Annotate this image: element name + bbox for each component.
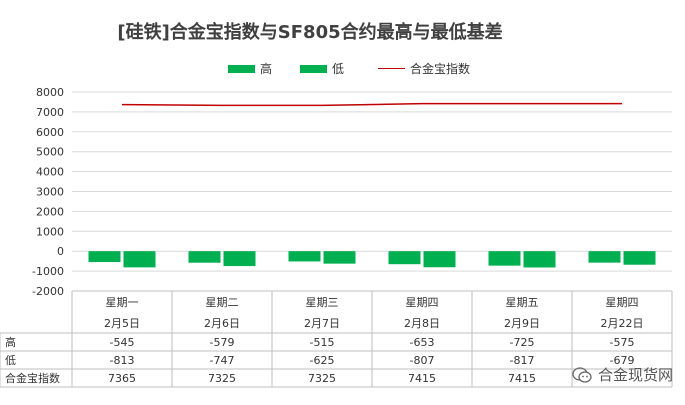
y-tick-label: 8000 [36,86,64,99]
data-table: 星期一 2月5日 星期二 2月6日 星期三 2月7日 星期四 2月8日 星期五 2月9日 星期四 2月… [0,290,673,388]
bar-high [388,251,421,265]
category-date: 2月8日 [404,317,440,330]
index-line-layer [121,102,622,107]
legend-item-index: 合金宝指数 [378,60,470,77]
table-cell-value: -575 [610,336,635,349]
table-cell-value: 7325 [308,372,336,385]
table-cell-value: 7365 [108,372,136,385]
category-weekday: 星期二 [206,296,239,309]
legend-label-low: 低 [332,62,345,76]
y-axis-ticks: 8000 7000 6000 5000 4000 3000 2000 1000 0 -1000 -2… [32,86,64,298]
category-weekday: 星期五 [506,296,539,309]
bar-high [288,251,321,262]
table-cell-value: -817 [510,354,535,367]
table-cell-value: -813 [110,354,135,367]
table-cell-value: -747 [210,354,235,367]
bar-high [488,251,521,266]
bar-low [123,251,156,268]
y-tick-label: 4000 [36,166,64,179]
table-cell-value: -579 [210,336,235,349]
table-cell-value: -545 [110,336,135,349]
table-cell-value: -625 [310,354,335,367]
y-tick-label: -1000 [32,265,64,278]
category-weekday: 星期三 [306,296,339,309]
bar-low [323,251,356,264]
watermark: 合金现货网 [572,364,673,385]
bar-low [423,251,456,268]
bar-low [523,251,556,268]
y-tick-label: 3000 [36,186,64,199]
y-tick-label: -2000 [32,285,64,298]
legend-item-low: 低 [300,60,344,77]
table-row-label: 合金宝指数 [5,371,60,385]
legend-swatch-low [300,64,327,73]
category-date: 2月22日 [601,317,644,330]
watermark-text: 合金现货网 [597,366,673,384]
category-weekday: 星期四 [406,296,439,309]
category-date: 2月6日 [204,317,240,330]
table-cell-value: -515 [310,336,335,349]
legend-label-high: 高 [260,62,273,76]
bar-high [88,251,121,263]
wechat-icon [572,366,592,383]
grid [72,91,672,292]
table-cell-value: -653 [410,336,435,349]
table-cell-value: 7415 [508,372,536,385]
index-line [121,102,622,107]
legend-item-high: 高 [228,60,272,77]
table-row-label: 低 [5,354,16,367]
table-cell-value: 7415 [408,372,436,385]
y-tick-label: 2000 [36,205,64,218]
chart-title: [硅铁]合金宝指数与SF805合约最高与最低基差 [117,22,503,43]
table-row-label: 高 [5,335,16,349]
legend-swatch-high [228,64,255,73]
table-cell-value: -807 [410,354,435,367]
bar-low [223,251,256,267]
category-weekday: 星期一 [106,296,139,309]
bar-high [188,251,221,263]
y-tick-label: 6000 [36,126,64,139]
category-weekday: 星期四 [606,296,639,309]
table-cell-value: -725 [510,336,535,349]
bar-high [588,251,621,263]
category-date: 2月9日 [504,317,540,330]
y-tick-label: 7000 [36,106,64,119]
table-cell-value: -679 [610,354,635,367]
legend-label-index: 合金宝指数 [410,62,471,76]
bars [88,251,656,268]
category-date: 2月7日 [304,317,340,330]
y-tick-label: 5000 [36,146,64,159]
y-tick-label: 1000 [36,225,64,238]
legend-line-index [378,68,405,69]
table-cell-value: 7325 [208,372,236,385]
category-date: 2月5日 [104,317,140,330]
bar-low [623,251,656,265]
y-tick-label: 0 [57,245,64,258]
